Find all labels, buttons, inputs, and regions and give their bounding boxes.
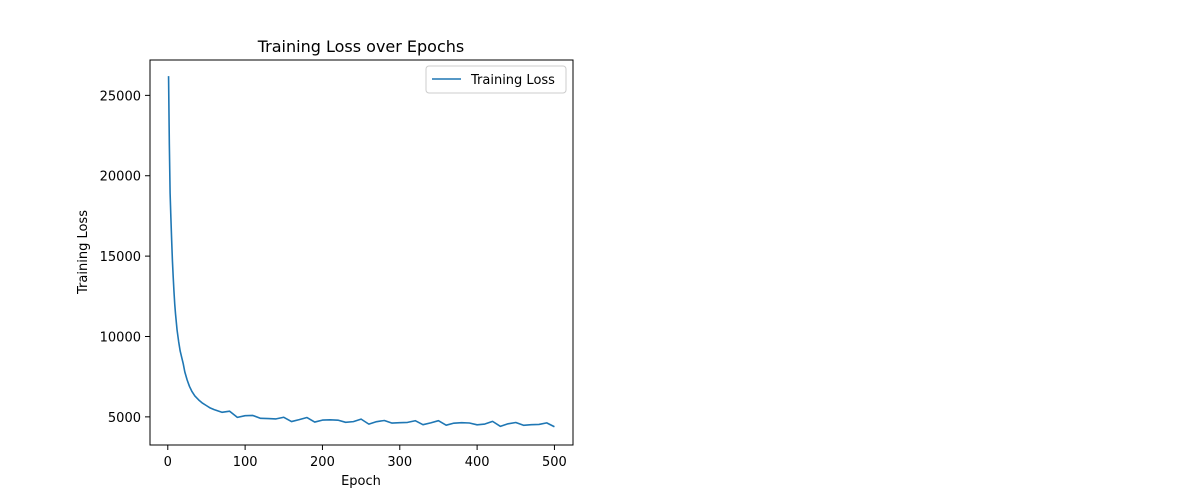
y-tick-label: 15000 — [100, 250, 141, 265]
y-tick-label: 10000 — [100, 330, 141, 345]
y-axis-label: Training Loss — [76, 210, 91, 295]
x-tick-label: 200 — [310, 455, 335, 470]
x-tick-label: 0 — [164, 455, 172, 470]
plot-area-frame — [149, 59, 574, 446]
legend-label: Training Loss — [470, 73, 555, 88]
x-axis-label: Epoch — [341, 474, 381, 489]
x-tick-label: 100 — [233, 455, 258, 470]
training-loss-line — [167, 76, 555, 428]
x-tick-label: 400 — [465, 455, 490, 470]
x-axis: 0 100 200 300 400 500 — [164, 445, 567, 470]
y-tick-label: 25000 — [100, 89, 141, 104]
chart-title: Training Loss over Epochs — [257, 37, 465, 56]
y-tick-label: 20000 — [100, 170, 141, 185]
y-tick-label: 5000 — [108, 411, 141, 426]
x-tick-label: 500 — [542, 455, 567, 470]
y-axis: 5000 10000 15000 20000 25000 — [100, 89, 150, 426]
legend-box — [425, 65, 567, 94]
x-tick-label: 300 — [387, 455, 412, 470]
legend: Training Loss — [425, 65, 567, 94]
